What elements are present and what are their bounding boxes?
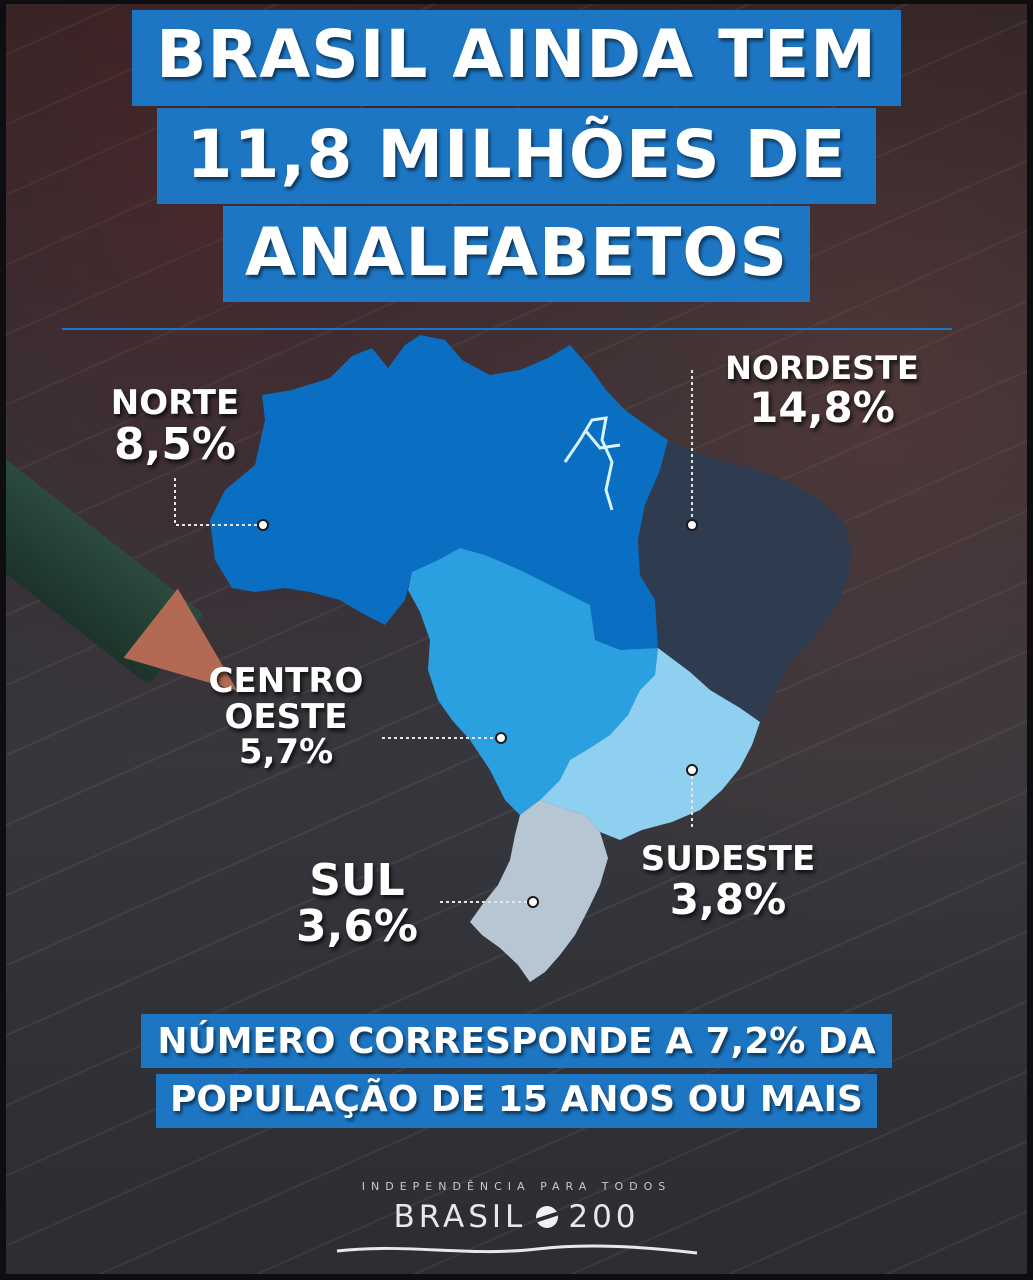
- logo-swoosh-icon: [336, 1244, 697, 1255]
- marker-centro-oeste: [495, 732, 507, 744]
- region-norte: [210, 335, 668, 650]
- label-sul-value: 3,6%: [295, 901, 419, 953]
- marker-sul: [527, 896, 539, 908]
- divider-line: [62, 328, 952, 330]
- label-sudeste-value: 3,8%: [669, 874, 787, 924]
- logo-brand-left: BRASIL: [393, 1199, 527, 1235]
- label-centro-oeste-name-1: CENTRO: [208, 661, 364, 701]
- headline-line-2: 11,8 MILHÕES DE: [156, 108, 877, 204]
- label-nordeste: NORDESTE 14,8%: [712, 349, 932, 432]
- footer-line-2: POPULAÇÃO DE 15 ANOS OU MAIS: [156, 1074, 877, 1128]
- label-nordeste-name: NORDESTE: [725, 349, 919, 387]
- leader-lines: [174, 370, 693, 903]
- headline-line-1: BRASIL AINDA TEM: [132, 10, 901, 106]
- headline: BRASIL AINDA TEM 11,8 MILHÕES DE ANALFAB…: [0, 10, 1033, 302]
- logo-tagline: INDEPENDÊNCIA PARA TODOS: [361, 1180, 672, 1193]
- label-centro-oeste: CENTRO OESTE 5,7%: [186, 661, 386, 773]
- region-sudeste: [540, 648, 760, 840]
- marker-norte: [257, 519, 269, 531]
- logo-wordmark: BRASIL 200: [393, 1199, 639, 1235]
- label-centro-oeste-name-2: OESTE: [224, 696, 348, 737]
- headline-line-3: ANALFABETOS: [222, 206, 811, 302]
- label-sul: SUL 3,6%: [282, 855, 432, 953]
- footer-statement: NÚMERO CORRESPONDE A 7,2% DA POPULAÇÃO D…: [0, 1014, 1033, 1128]
- marker-sudeste: [686, 764, 698, 776]
- label-norte: NORTE 8,5%: [100, 383, 250, 470]
- label-sudeste-name: SUDESTE: [640, 839, 816, 879]
- label-centro-oeste-value: 5,7%: [238, 732, 334, 773]
- region-sul: [470, 800, 608, 982]
- label-nordeste-value: 14,8%: [749, 382, 895, 432]
- brasil-200-logo: INDEPENDÊNCIA PARA TODOS BRASIL 200: [0, 1180, 1033, 1259]
- label-norte-value: 8,5%: [113, 418, 237, 470]
- label-norte-name: NORTE: [110, 383, 240, 423]
- label-sul-name: SUL: [309, 855, 405, 906]
- marker-nordeste: [686, 519, 698, 531]
- label-sudeste: SUDESTE 3,8%: [622, 839, 834, 924]
- footer-line-1: NÚMERO CORRESPONDE A 7,2% DA: [141, 1014, 892, 1068]
- region-centro-oeste: [408, 548, 658, 815]
- logo-brand-right: 200: [568, 1199, 640, 1235]
- river-icon: [563, 416, 621, 511]
- globe-icon: [536, 1206, 559, 1228]
